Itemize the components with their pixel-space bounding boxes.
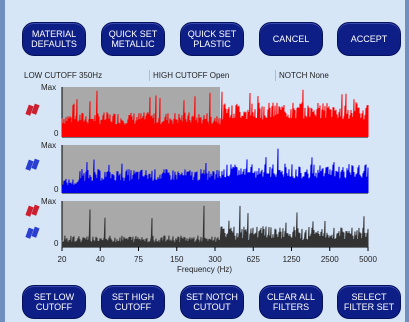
y-max-label: Max xyxy=(41,141,57,150)
quick-set-metallic-button[interactable]: QUICK SET METALLIC xyxy=(101,22,165,56)
x-tick-label: 40 xyxy=(95,255,105,264)
set-high-cutoff-button[interactable]: SET HIGH CUTOFF xyxy=(101,285,165,319)
red-marker-icon xyxy=(25,104,34,116)
y-min-label: 0 xyxy=(54,129,59,138)
x-tick-label: 625 xyxy=(246,255,260,264)
spectrum-trace xyxy=(61,205,369,248)
x-tick-label: 20 xyxy=(57,255,67,264)
accept-button[interactable]: ACCEPT xyxy=(337,22,401,56)
status-divider xyxy=(275,70,276,81)
x-tick-label: 150 xyxy=(170,255,184,264)
low-cutoff-status: LOW CUTOFF 350Hz xyxy=(24,71,103,80)
status-divider xyxy=(149,70,150,81)
set-low-cutoff-button[interactable]: SET LOW CUTOFF xyxy=(22,285,86,319)
red-marker-icon xyxy=(31,204,40,216)
y-min-label: 0 xyxy=(54,239,59,248)
high-cutoff-status: HIGH CUTOFF Open xyxy=(153,71,230,80)
blue-marker-icon xyxy=(31,158,40,170)
blue-marker-icon xyxy=(25,227,34,239)
x-tick-label: 1250 xyxy=(282,255,301,264)
y-max-label: Max xyxy=(41,197,57,206)
clear-all-filters-button[interactable]: CLEAR ALL FILTERS xyxy=(259,285,323,319)
cancel-button[interactable]: CANCEL xyxy=(259,22,323,56)
y-min-label: 0 xyxy=(54,185,59,194)
red-marker-icon xyxy=(31,103,40,115)
x-tick-label: 300 xyxy=(208,255,222,264)
blue-marker-icon xyxy=(31,226,40,238)
quick-set-plastic-button[interactable]: QUICK SET PLASTIC xyxy=(180,22,244,56)
spectrum-trace xyxy=(61,148,369,194)
notch-status: NOTCH None xyxy=(279,71,329,80)
select-filter-set-button[interactable]: SELECT FILTER SET xyxy=(337,285,401,319)
y-max-label: Max xyxy=(41,83,57,92)
x-tick-label: 75 xyxy=(134,255,143,264)
x-axis-label: Frequency (Hz) xyxy=(176,265,233,274)
red-marker-icon xyxy=(25,205,34,217)
x-tick-label: 2500 xyxy=(320,255,339,264)
blue-marker-icon xyxy=(25,159,34,171)
x-tick-label: 5000 xyxy=(359,255,377,264)
set-notch-cutout-button[interactable]: SET NOTCH CUTOUT xyxy=(180,285,244,319)
material-defaults-button[interactable]: MATERIAL DEFAULTS xyxy=(22,22,86,56)
spectrum-trace xyxy=(61,89,369,138)
